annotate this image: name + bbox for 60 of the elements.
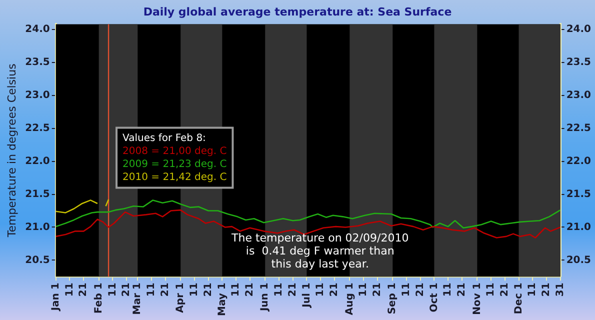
x-tick-label: 21	[329, 282, 340, 297]
y-tick-label: 23.5	[25, 57, 50, 68]
annotation: Values for Feb 8:	[122, 132, 206, 144]
x-tick-label: 21	[287, 282, 298, 297]
x-tick-label: Apr 1	[175, 282, 186, 313]
x-tick-label: 21	[414, 282, 426, 297]
annotation: The temperature on 02/09/2010 is 0.41 deg F warmer than this day last year.	[230, 232, 409, 271]
y-tick-label: 21.5	[25, 188, 50, 200]
y-tick-label: 24.0	[25, 24, 50, 36]
y-axis-title: Temperature in degrees Celsius	[5, 63, 18, 238]
x-tick-label: 21	[541, 282, 552, 297]
annotation: 2010 = 21,42 deg. C	[122, 172, 227, 183]
x-tick-label: May 1	[216, 282, 228, 316]
x-tick-label: 21	[78, 282, 90, 297]
x-tick-label: Mar 1	[132, 282, 144, 315]
x-tick-label: Oct 1	[428, 282, 440, 312]
x-tick-label: 21	[121, 282, 132, 297]
x-tick-label: 11	[146, 282, 158, 297]
x-tick-label: Nov 1	[472, 282, 483, 315]
x-tick-label: 11	[107, 282, 118, 297]
y-tick-label: 20.5	[25, 254, 50, 266]
x-tick-label: 11	[230, 282, 242, 297]
x-tick-label: 11	[527, 282, 538, 297]
y2-tick-label: 22.0	[566, 156, 592, 167]
x-tick-label: Jul 1	[301, 282, 312, 308]
x-tick-label: 11	[442, 282, 454, 297]
x-tick-label: 21	[456, 282, 468, 297]
y2-tick-label: 23.5	[566, 57, 592, 68]
chart-title: Daily global average temperature at: Sea Surface	[143, 5, 452, 18]
x-tick-label: 11	[358, 282, 370, 297]
x-tick-label: 11	[274, 282, 285, 297]
x-tick-label: 31	[554, 282, 566, 297]
x-tick-label: Feb 1	[93, 282, 104, 314]
x-tick-label: 11	[189, 282, 200, 297]
x-tick-label: 11	[315, 282, 326, 297]
y-tick-label: 22.0	[25, 156, 50, 167]
x-tick-label: 21	[244, 282, 256, 297]
y2-tick-label: 20.5	[566, 254, 592, 266]
y-tick-label: 23.0	[25, 90, 50, 101]
y-tick-label: 22.5	[25, 122, 50, 134]
x-tick-label: Jan 1	[50, 282, 62, 312]
x-tick-label: Jun 1	[260, 282, 271, 312]
annotation: 2008 = 21,00 deg. C	[122, 146, 227, 157]
y2-tick-label: 21.5	[566, 188, 592, 200]
x-tick-label: 21	[499, 282, 510, 297]
y2-tick-label: 22.5	[566, 122, 592, 134]
x-tick-label: 11	[401, 282, 412, 297]
y2-tick-label: 24.0	[566, 24, 592, 36]
x-tick-label: 11	[486, 282, 497, 297]
x-tick-label: 21	[160, 282, 171, 297]
x-tick-label: 21	[372, 282, 383, 297]
y-tick-label: 21.0	[25, 222, 50, 233]
y2-tick-label: 23.0	[566, 90, 592, 101]
y2-tick-label: 21.0	[566, 222, 592, 233]
x-tick-label: 11	[64, 282, 76, 297]
x-tick-label: Sep 1	[387, 282, 398, 314]
x-tick-label: Dec 1	[513, 282, 524, 314]
x-tick-label: 21	[202, 282, 214, 297]
annotation: 2009 = 21,23 deg. C	[122, 158, 227, 170]
x-tick-label: Aug 1	[344, 282, 356, 316]
